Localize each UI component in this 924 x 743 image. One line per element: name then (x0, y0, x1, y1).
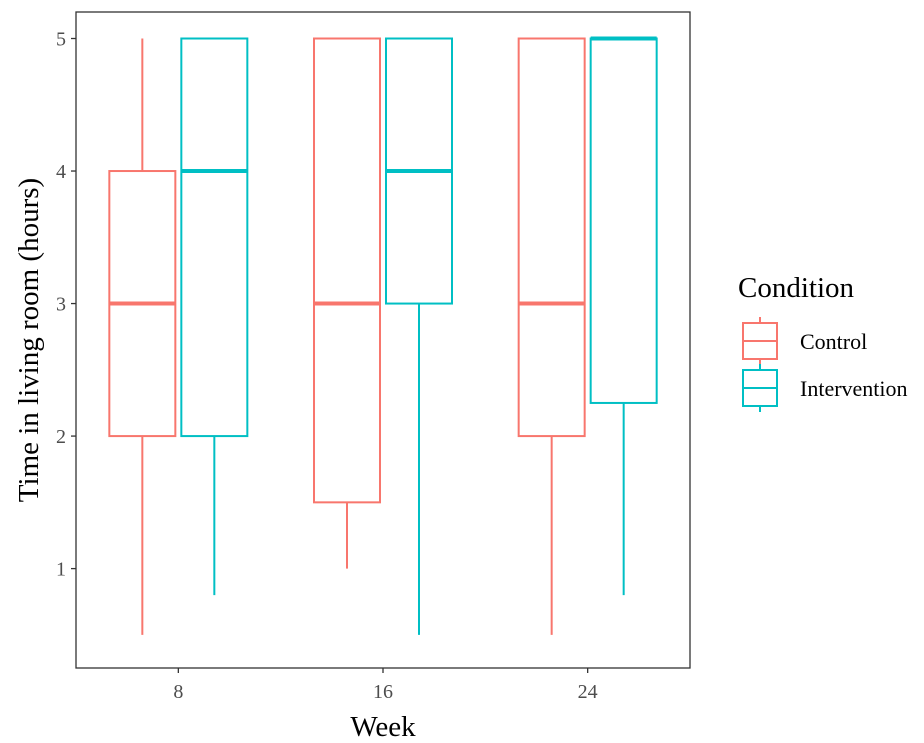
y-tick-label: 3 (56, 294, 66, 316)
y-tick-label: 2 (56, 426, 66, 448)
box-iqr (589, 37, 658, 404)
legend-key (742, 317, 778, 365)
box-intervention-week-16 (385, 37, 453, 635)
legend-title: Condition (738, 272, 855, 304)
y-tick-label: 1 (56, 559, 66, 581)
box-intervention-week-8 (180, 37, 249, 596)
series-intervention (180, 36, 658, 635)
x-axis-ticks: 8 16 24 (173, 668, 598, 703)
x-tick-label: 24 (578, 681, 598, 703)
legend: Condition Control Intervention (738, 272, 908, 412)
y-axis-title: Time in living room (hours) (13, 178, 45, 502)
box-iqr (313, 37, 381, 504)
box-iqr (180, 37, 249, 438)
plot-marks (108, 36, 658, 635)
legend-item-intervention: Intervention (742, 364, 908, 412)
box-control-week-8 (108, 38, 177, 635)
box-intervention-week-24 (589, 36, 658, 596)
x-axis-title: Week (350, 711, 416, 743)
y-axis-ticks: 1 2 3 4 5 (56, 29, 76, 581)
x-tick-label: 16 (373, 681, 393, 703)
legend-label: Intervention (800, 376, 908, 401)
legend-key (742, 364, 778, 412)
box-iqr (517, 37, 586, 438)
box-control-week-16 (313, 37, 381, 569)
box-control-week-24 (517, 37, 586, 635)
legend-items: Control Intervention (742, 317, 908, 412)
x-tick-label: 8 (173, 681, 183, 703)
y-tick-label: 4 (56, 161, 66, 183)
series-control (108, 37, 586, 635)
legend-item-control: Control (742, 317, 867, 365)
y-tick-label: 5 (56, 29, 66, 51)
legend-label: Control (800, 329, 867, 354)
